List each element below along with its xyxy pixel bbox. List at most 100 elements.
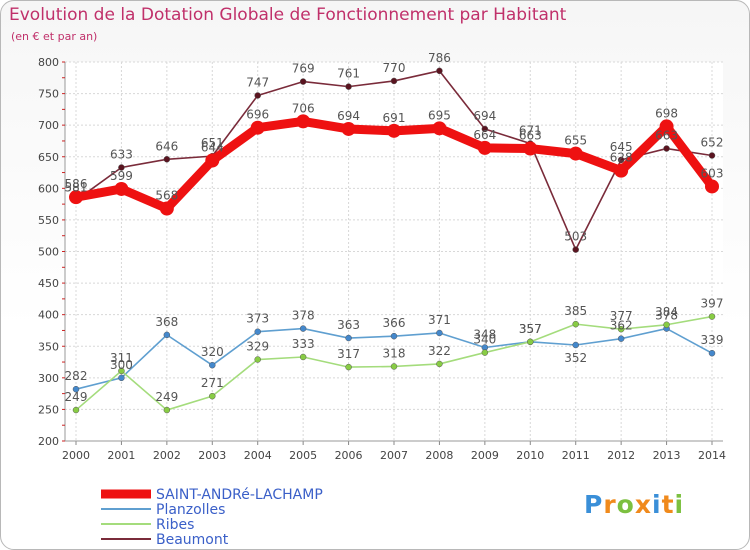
x-tick-label: 2009 (471, 449, 499, 462)
y-tick-label: 350 (38, 340, 59, 353)
data-label: 333 (292, 337, 315, 351)
data-label: 352 (564, 351, 587, 365)
data-point (254, 92, 261, 99)
legend-label: Beaumont (156, 532, 229, 548)
x-tick-label: 2001 (107, 449, 135, 462)
data-label: 366 (383, 316, 406, 330)
data-label: 340 (473, 333, 496, 347)
data-label: 694 (337, 109, 360, 123)
data-point (708, 152, 716, 159)
legend-label: SAINT-ANDRé-LACHAMP (156, 487, 323, 503)
data-point (387, 123, 401, 138)
data-point (705, 179, 719, 194)
y-tick-label: 450 (38, 277, 59, 290)
legend-label: Planzolles (156, 502, 225, 518)
data-label: 747 (246, 75, 269, 89)
data-label: 694 (473, 109, 496, 123)
data-point (118, 367, 125, 375)
data-label: 320 (201, 345, 224, 359)
data-point (254, 328, 261, 335)
data-label: 378 (655, 309, 678, 323)
data-label: 357 (519, 322, 542, 336)
data-point (659, 119, 674, 134)
data-label: 362 (610, 319, 633, 333)
x-tick-label: 2007 (380, 449, 408, 462)
data-label: 568 (155, 189, 178, 203)
data-label: 249 (155, 390, 178, 404)
data-point (299, 325, 307, 332)
data-point (617, 325, 625, 333)
y-tick-label: 250 (38, 403, 59, 416)
data-label: 698 (655, 106, 678, 120)
x-tick-label: 2002 (153, 449, 181, 462)
data-point (432, 121, 447, 136)
data-point (209, 392, 216, 400)
data-label: 300 (110, 358, 133, 372)
x-tick-label: 2011 (562, 449, 590, 462)
data-label: 651 (201, 136, 224, 150)
data-point (572, 246, 579, 253)
data-label: 371 (428, 313, 451, 327)
data-point (163, 406, 171, 414)
x-tick-label: 2013 (653, 449, 681, 462)
data-point (254, 356, 261, 363)
data-label: 311 (110, 351, 133, 365)
data-label: 357 (519, 322, 542, 336)
data-label: 385 (564, 304, 587, 318)
y-tick-label: 800 (38, 56, 59, 69)
data-label: 695 (428, 108, 451, 122)
y-tick-label: 550 (38, 214, 59, 227)
data-label: 377 (610, 309, 633, 323)
data-label: 671 (519, 123, 542, 137)
data-label: 655 (564, 134, 587, 148)
data-label: 249 (65, 390, 88, 404)
data-label: 691 (383, 111, 406, 125)
data-point (296, 114, 311, 129)
data-label: 322 (428, 344, 451, 358)
data-point (72, 385, 80, 393)
x-tick-label: 2000 (62, 449, 90, 462)
data-point (299, 78, 307, 85)
data-label: 339 (701, 333, 724, 347)
data-point (617, 156, 625, 164)
data-label: 663 (655, 129, 678, 143)
chart-subtitle: (en € et par an) (11, 30, 98, 43)
data-label: 599 (110, 169, 133, 183)
data-point (118, 164, 125, 171)
y-tick-label: 600 (38, 182, 59, 195)
data-point (299, 353, 307, 361)
data-point (163, 331, 171, 339)
data-label: 696 (246, 108, 269, 122)
data-point (118, 374, 125, 382)
data-label: 271 (201, 376, 224, 390)
data-point (159, 201, 174, 216)
data-point (436, 329, 443, 337)
data-label: 503 (564, 230, 587, 244)
data-point (250, 120, 265, 135)
data-label: 378 (292, 309, 315, 323)
data-point (523, 141, 538, 156)
data-label: 384 (655, 305, 678, 319)
data-point (114, 181, 129, 196)
data-point (209, 361, 216, 369)
data-point (481, 125, 489, 133)
data-label: 664 (473, 128, 496, 142)
y-tick-label: 700 (38, 119, 59, 132)
data-point (390, 363, 398, 370)
data-label: 368 (155, 315, 178, 329)
legend-label: Ribes (156, 517, 194, 533)
data-label: 363 (337, 318, 360, 332)
y-tick-label: 200 (38, 435, 59, 448)
data-label: 348 (473, 328, 496, 342)
data-label: 770 (383, 61, 406, 75)
data-label: 586 (65, 177, 88, 191)
data-point (69, 190, 83, 205)
data-point (345, 334, 352, 342)
data-point (436, 360, 443, 368)
data-point (614, 163, 629, 178)
y-tick-label: 300 (38, 372, 59, 385)
data-point (663, 321, 670, 329)
data-point (708, 349, 716, 357)
